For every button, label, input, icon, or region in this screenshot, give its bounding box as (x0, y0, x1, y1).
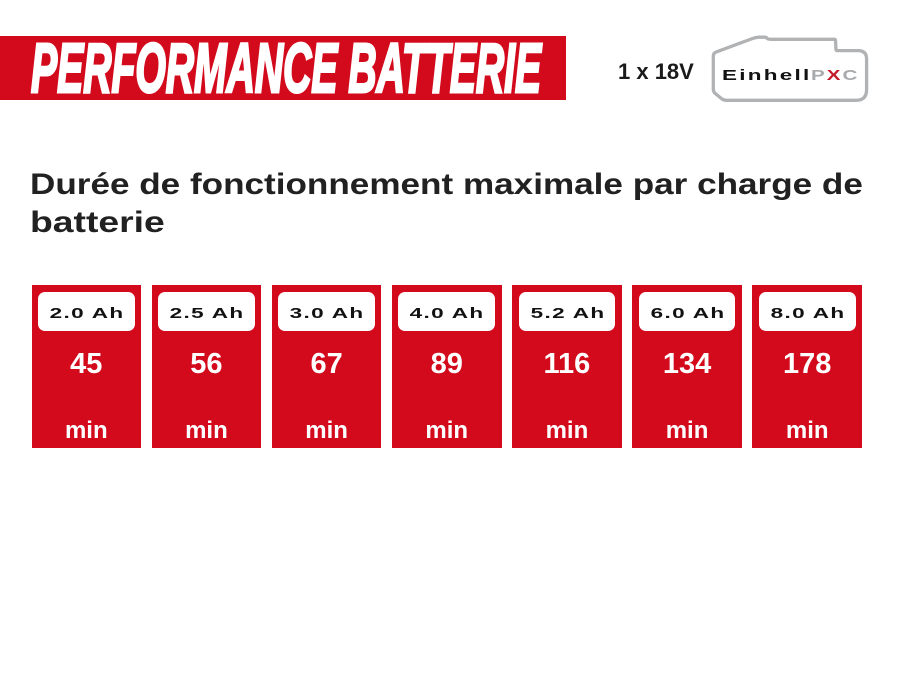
svg-text:Einhell: Einhell (722, 68, 811, 84)
svg-text:PXC: PXC (811, 67, 859, 84)
